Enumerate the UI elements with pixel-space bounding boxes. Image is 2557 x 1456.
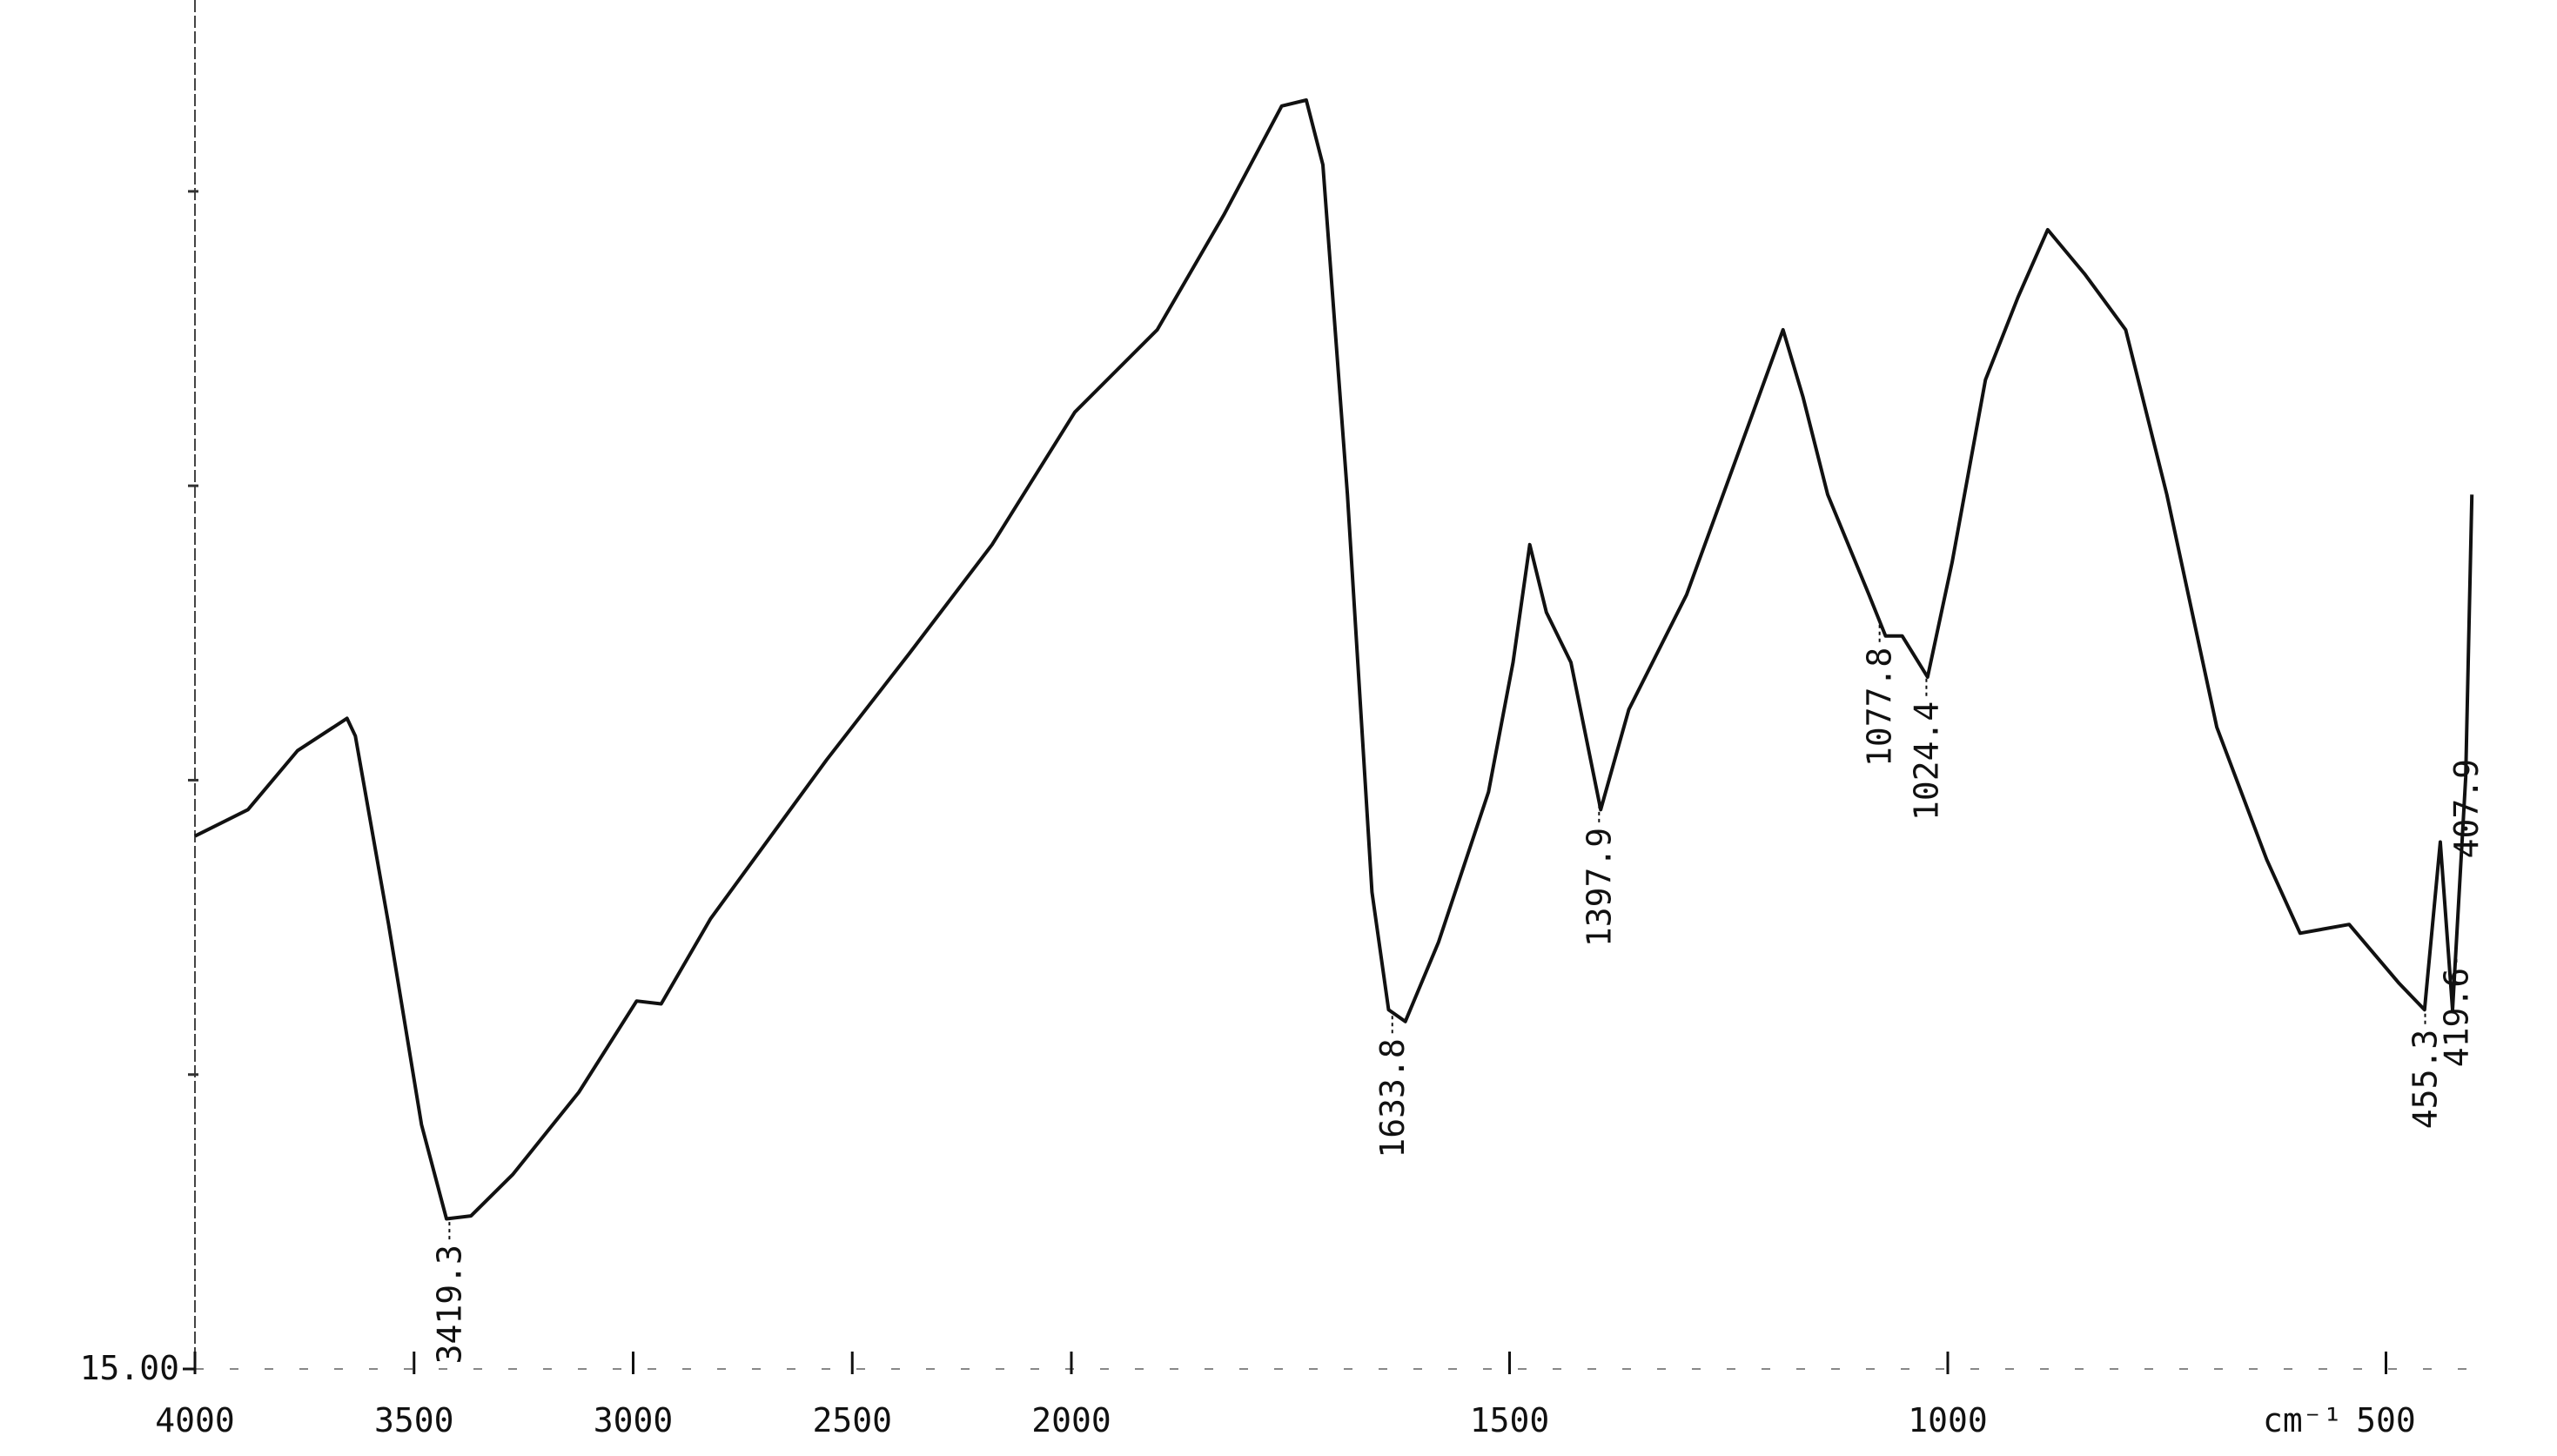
x-tick-label: 2000 xyxy=(1031,1401,1111,1439)
peak-label: 419.6 xyxy=(2437,968,2475,1067)
x-tick-label: 3500 xyxy=(374,1401,454,1439)
spectrum-line xyxy=(194,98,2474,1221)
peak-label: 455.3 xyxy=(2406,1030,2445,1129)
x-tick-label: 1500 xyxy=(1470,1401,1550,1439)
peak-label: 1397.9 xyxy=(1580,828,1618,947)
x-tick-label: 4000 xyxy=(155,1401,235,1439)
y-tick-label: 15.00 xyxy=(80,1349,179,1387)
peak-label: 1024.4 xyxy=(1907,701,1945,821)
x-unit-label: cm⁻¹ xyxy=(2263,1401,2343,1439)
x-tick-label: 3000 xyxy=(594,1401,674,1439)
peak-label: 1633.8 xyxy=(1373,1038,1412,1157)
peak-label: 407.9 xyxy=(2447,759,2486,858)
peak-label: 1077.8 xyxy=(1861,647,1899,767)
x-tick-label: 500 xyxy=(2356,1401,2416,1439)
x-tick-label: 1000 xyxy=(1908,1401,1988,1439)
x-tick-label: 2500 xyxy=(812,1401,892,1439)
peak-label: 3419.3 xyxy=(430,1245,468,1364)
